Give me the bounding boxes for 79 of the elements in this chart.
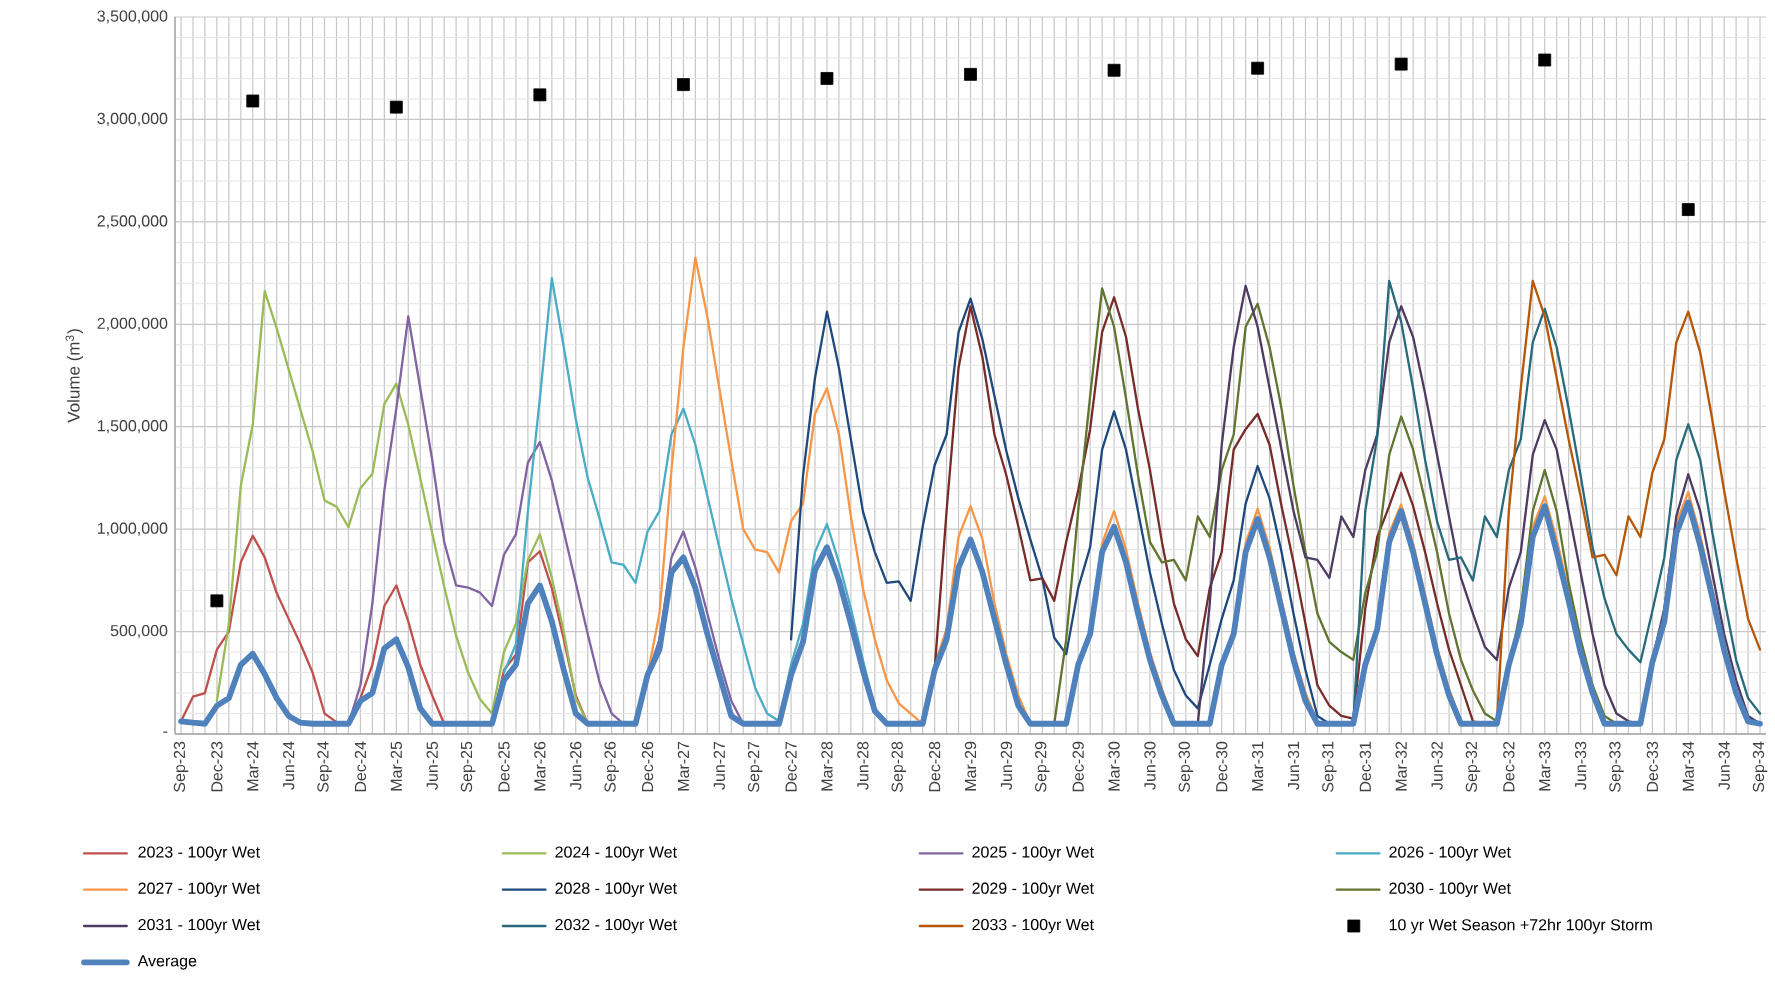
point <box>1251 61 1265 75</box>
x-tick-label: Mar-27 <box>677 741 690 791</box>
x-tick-label: Dec-23 <box>211 741 223 792</box>
y-axis-title: Volume (m$^{3}$) <box>65 329 84 423</box>
legend-label: 2031 - 100yr Wet <box>138 918 260 934</box>
x-tick-label: Dec-32 <box>1503 741 1515 792</box>
x-tick-label: Sep-29 <box>1035 741 1050 792</box>
x-tick-label: Sep-24 <box>317 741 332 792</box>
x-tick-label: Sep-30 <box>1178 741 1194 792</box>
x-tick-label: Jun-32 <box>1431 741 1443 790</box>
x-tick-label: Dec-28 <box>928 741 941 792</box>
legend-label: 2033 - 100yr Wet <box>972 918 1094 934</box>
x-tick-label: Mar-33 <box>1539 741 1551 791</box>
legend-label: 2029 - 100yr Wet <box>972 882 1094 898</box>
y-tick-label: 3,500,000 <box>97 10 168 24</box>
legend-label: 2027 - 100yr Wet <box>138 882 260 898</box>
legend-label: 2025 - 100yr Wet <box>972 846 1094 861</box>
x-tick-label: Mar-30 <box>1108 741 1120 791</box>
x-tick-label: Mar-31 <box>1251 741 1264 791</box>
x-tick-label: Sep-25 <box>460 741 476 792</box>
legend-label: 2030 - 100yr Wet <box>1389 882 1511 898</box>
y-tick-label: 2,500,000 <box>97 215 168 229</box>
legend-label: 10 yr Wet Season +72hr 100yr Storm <box>1389 918 1652 934</box>
y-tick-label: 1,000,000 <box>97 522 168 536</box>
x-tick-label: Dec-24 <box>354 741 367 792</box>
legend-label: 2028 - 100yr Wet <box>555 882 677 898</box>
x-tick-label: Mar-25 <box>390 741 402 791</box>
x-tick-label: Mar-26 <box>534 741 546 791</box>
x-tick-label: Jun-24 <box>282 741 295 790</box>
x-tick-label: Jun-25 <box>426 741 438 790</box>
point <box>1538 53 1552 67</box>
x-tick-label: Dec-25 <box>498 741 510 792</box>
legend-label: 2032 - 100yr Wet <box>555 918 677 934</box>
x-tick-label: Sep-27 <box>747 741 763 792</box>
x-tick-label: Sep-23 <box>173 741 189 792</box>
legend-label: 2024 - 100yr Wet <box>555 846 677 861</box>
x-tick-label: Dec-30 <box>1216 741 1228 792</box>
x-tick-label: Mar-29 <box>964 741 977 791</box>
point <box>677 78 690 92</box>
x-tick-label: Jun-31 <box>1287 741 1300 790</box>
x-tick-label: Sep-32 <box>1465 741 1481 792</box>
x-tick-label: Dec-26 <box>641 741 654 792</box>
legend-label: 2026 - 100yr Wet <box>1389 846 1511 861</box>
x-tick-label: Jun-29 <box>1000 741 1013 790</box>
y-tick-label: 500,000 <box>110 624 168 639</box>
x-tick-label: Sep-26 <box>604 741 619 792</box>
x-tick-label: Mar-34 <box>1682 741 1694 791</box>
x-tick-label: Jun-27 <box>713 741 725 790</box>
x-tick-label: Jun-34 <box>1718 741 1730 790</box>
legend-label: 2023 - 100yr Wet <box>138 846 260 861</box>
y-tick-label: 3,000,000 <box>97 112 168 127</box>
y-tick-label: - <box>163 731 168 733</box>
point <box>1394 57 1408 71</box>
x-tick-label: Sep-34 <box>1752 741 1768 792</box>
x-tick-label: Sep-33 <box>1609 741 1624 792</box>
point <box>533 88 547 102</box>
legend-label: Average <box>137 955 197 970</box>
x-tick-label: Jun-30 <box>1144 741 1156 790</box>
x-tick-label: Jun-26 <box>570 741 582 790</box>
x-tick-label: Dec-31 <box>1359 741 1371 792</box>
y-tick-label: 1,500,000 <box>97 420 168 434</box>
point <box>210 594 224 608</box>
x-tick-label: Mar-32 <box>1395 741 1407 791</box>
x-tick-label: Jun-33 <box>1574 741 1587 790</box>
x-tick-label: Dec-27 <box>785 741 797 792</box>
x-tick-label: Dec-29 <box>1072 741 1084 792</box>
x-tick-label: Jun-28 <box>857 741 869 790</box>
point <box>1681 203 1695 216</box>
y-tick-label: 2,000,000 <box>97 317 168 331</box>
x-tick-label: Sep-28 <box>891 741 906 792</box>
x-tick-label: Mar-24 <box>247 741 259 791</box>
point <box>389 100 403 114</box>
x-tick-label: Sep-31 <box>1322 741 1337 792</box>
point <box>820 72 834 85</box>
point <box>246 94 260 108</box>
x-tick-label: Dec-33 <box>1646 741 1659 792</box>
x-tick-label: Mar-28 <box>821 741 833 791</box>
point <box>1107 63 1121 77</box>
point <box>964 67 977 81</box>
